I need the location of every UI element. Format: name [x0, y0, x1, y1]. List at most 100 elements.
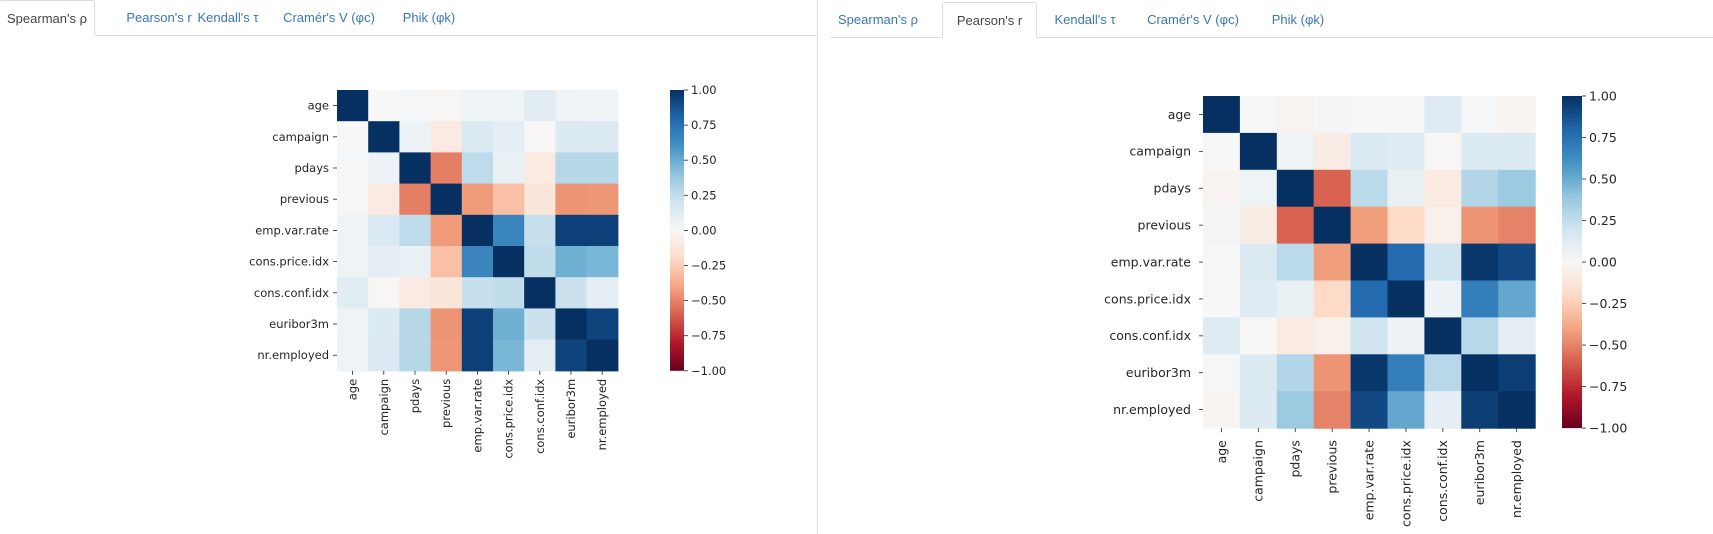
heatmap-cell: campaign / cons.price.idx: 0.1 [493, 121, 525, 153]
tab-kendall[interactable]: Kendall's τ [1054, 12, 1116, 27]
heatmap-cell: campaign / pdays: 0.05 [1276, 132, 1315, 171]
heatmap-cell: cons.conf.idx / nr.employed: 0.1 [586, 277, 619, 309]
heatmap-cell: campaign / cons.price.idx: 0.13 [1387, 132, 1425, 171]
heatmap-cell: euribor3m / nr.employed: 0.95 [1498, 354, 1536, 392]
heatmap-cell: pdays / previous: -0.51 [430, 152, 463, 185]
tab-kendall[interactable]: Kendall's τ [197, 10, 259, 25]
tab-pearson[interactable]: Pearson's r [942, 2, 1037, 38]
colorbar-tick-label: −0.75 [1589, 379, 1627, 394]
y-tick-label: age [308, 99, 329, 113]
y-tick-labels: age campaign pdays previous emp.var.rate cons… [1104, 107, 1203, 417]
tab-cramer[interactable]: Cramér's V (φc) [1147, 12, 1239, 27]
heatmap-cell: cons.conf.idx / age: 0.11 [337, 277, 369, 309]
tab-spearman[interactable]: Spearman's ρ [838, 12, 918, 27]
pearson-heatmap: age / age: 1age / campaign: 0age / pdays… [1104, 88, 1627, 527]
colorbar-tick-label: 1.00 [1589, 88, 1617, 103]
heatmap-cell: cons.conf.idx / emp.var.rate: 0.23 [461, 277, 494, 309]
heatmap-cell: age / campaign: 0 [368, 90, 400, 122]
y-tick-label: age [1168, 107, 1192, 122]
colorbar-tick-label: −0.25 [691, 259, 726, 273]
heatmap-cell: cons.conf.idx / previous: -0.12 [430, 277, 463, 309]
heatmap-cell: age / emp.var.rate: 0.05 [461, 90, 494, 122]
heatmap-cell: emp.var.rate / cons.conf.idx: 0.23 [524, 214, 556, 247]
heatmap-cell: euribor3m / age: 0.05 [337, 308, 369, 341]
heatmap-cell: cons.price.idx / pdays: 0.08 [399, 246, 432, 278]
heatmap-cell: cons.price.idx / age: 0 [1203, 280, 1241, 318]
tab-spearman[interactable]: Spearman's ρ [0, 0, 95, 36]
heatmap-cell: nr.employed / emp.var.rate: 0.91 [1350, 391, 1389, 429]
heatmap-cell: campaign / previous: -0.08 [1313, 132, 1352, 171]
heatmap-cell: pdays / previous: -0.59 [1313, 169, 1352, 208]
tab-phik[interactable]: Phik (φk) [1271, 12, 1325, 27]
colorbar-gradient [670, 90, 684, 371]
x-tick-label: emp.var.rate [470, 379, 484, 453]
heatmap-cell: pdays / cons.conf.idx: -0.09 [524, 152, 556, 185]
heatmap-cell: age / previous: 0.02 [1313, 96, 1352, 134]
heatmap-cell: campaign / previous: -0.09 [430, 121, 463, 153]
heatmap-cell: euribor3m / previous: -0.45 [1313, 354, 1352, 392]
heatmap-cell: pdays / nr.employed: 0.37 [1498, 169, 1536, 208]
heatmap-cell: euribor3m / cons.conf.idx: 0.22 [524, 308, 556, 341]
heatmap-cell: cons.price.idx / campaign: 0.13 [1239, 280, 1278, 318]
heatmap-cell: nr.employed / euribor3m: 0.95 [1461, 391, 1499, 429]
heatmap-cell: previous / previous: 1 [1313, 206, 1352, 245]
heatmap-cell: emp.var.rate / age: 0 [1203, 243, 1241, 282]
heatmap-cell: emp.var.rate / previous: -0.42 [1313, 243, 1352, 282]
colorbar-tick-label: −0.75 [691, 329, 726, 343]
heatmap-cell: previous / campaign: -0.08 [1239, 206, 1278, 245]
x-tick-label: nr.employed [1509, 440, 1524, 518]
colorbar: 1.00 0.75 0.50 0.25 0.00 −0.25 −0.50 −0.75 −1.00 [670, 83, 726, 378]
heatmap-cell: cons.price.idx / nr.employed: 0.52 [1498, 280, 1536, 318]
heatmap-cell: emp.var.rate / cons.price.idx: 0.78 [1387, 243, 1425, 282]
correlation-tabs: Spearman's ρ Pearson's r Kendall's τ Cra… [830, 2, 1713, 38]
heatmap-cell: euribor3m / pdays: 0.29 [399, 308, 432, 341]
heatmap-cell: cons.conf.idx / emp.var.rate: 0.2 [1350, 317, 1389, 355]
heatmap-cells: age / age: 1age / campaign: 0age / pdays… [337, 90, 619, 372]
heatmap-cell: cons.conf.idx / nr.employed: 0.1 [1498, 317, 1536, 355]
heatmap-cell: cons.conf.idx / age: 0.13 [1203, 317, 1241, 355]
heatmap-cell: campaign / nr.employed: 0.14 [1498, 132, 1536, 171]
heatmap-cell: cons.conf.idx / cons.conf.idx: 1 [524, 277, 556, 309]
heatmap-cell: cons.price.idx / previous: -0.3 [430, 246, 463, 278]
colorbar-tick-label: 0.25 [1589, 213, 1617, 228]
x-tick-label: pdays [408, 379, 422, 413]
x-tick-label: euribor3m [564, 379, 578, 439]
heatmap-cell: pdays / campaign: 0.06 [368, 152, 400, 185]
x-tick-label: campaign [1251, 440, 1266, 502]
heatmap-cell: cons.conf.idx / cons.price.idx: 0.06 [1387, 317, 1425, 355]
heatmap-cell: age / pdays: 0.01 [399, 90, 432, 122]
tab-cramer[interactable]: Cramér's V (φc) [283, 10, 375, 25]
heatmap-cell: euribor3m / euribor3m: 1 [555, 308, 588, 341]
heatmap-cell: cons.price.idx / emp.var.rate: 0.78 [1350, 280, 1389, 318]
heatmap-cell: previous / euribor3m: -0.45 [1461, 206, 1499, 245]
heatmap-cell: emp.var.rate / cons.conf.idx: 0.2 [1424, 243, 1462, 282]
heatmap-cell: cons.price.idx / cons.price.idx: 1 [493, 246, 525, 278]
heatmap-cell: cons.conf.idx / cons.conf.idx: 1 [1424, 317, 1462, 355]
heatmap-cell: campaign / pdays: 0.06 [399, 121, 432, 153]
heatmap-cell: cons.conf.idx / pdays: -0.09 [399, 277, 432, 309]
y-tick-label: emp.var.rate [1111, 254, 1191, 269]
heatmap-cell: pdays / pdays: 1 [1276, 169, 1315, 208]
heatmap-cell: nr.employed / cons.price.idx: 0.52 [1387, 391, 1425, 429]
heatmap-cell: age / cons.conf.idx: 0.11 [524, 90, 556, 122]
heatmap-cell: cons.conf.idx / euribor3m: 0.22 [555, 277, 588, 309]
heatmap-cell: emp.var.rate / campaign: 0.15 [1239, 243, 1278, 282]
colorbar-tick-label: 0.50 [691, 153, 717, 167]
heatmap-cell: euribor3m / pdays: 0.3 [1276, 354, 1315, 392]
heatmap-cell: age / nr.employed: 0.04 [586, 90, 619, 122]
heatmap-cell: nr.employed / campaign: 0.14 [1239, 391, 1278, 429]
heatmap-cell: euribor3m / emp.var.rate: 0.94 [461, 308, 494, 341]
colorbar-tick-label: −0.50 [691, 294, 726, 308]
heatmap-cell: cons.price.idx / euribor3m: 0.69 [1461, 280, 1499, 318]
tab-phik[interactable]: Phik (φk) [402, 10, 456, 25]
heatmap-cell: previous / age: 0.02 [1203, 206, 1241, 245]
heatmap-cell: age / previous: -0.01 [430, 90, 463, 122]
tab-pearson[interactable]: Pearson's r [126, 10, 192, 25]
heatmap-cell: age / cons.price.idx: 0.05 [493, 90, 525, 122]
x-tick-label: previous [439, 379, 453, 428]
heatmap-cell: emp.var.rate / pdays: 0.27 [1276, 243, 1315, 282]
heatmap-cell: cons.price.idx / age: 0.05 [337, 246, 369, 278]
heatmap-cell: age / pdays: -0.03 [1276, 96, 1315, 134]
heatmap-cell: euribor3m / campaign: 0.14 [368, 308, 400, 341]
heatmap-cell: cons.price.idx / campaign: 0.1 [368, 246, 400, 278]
